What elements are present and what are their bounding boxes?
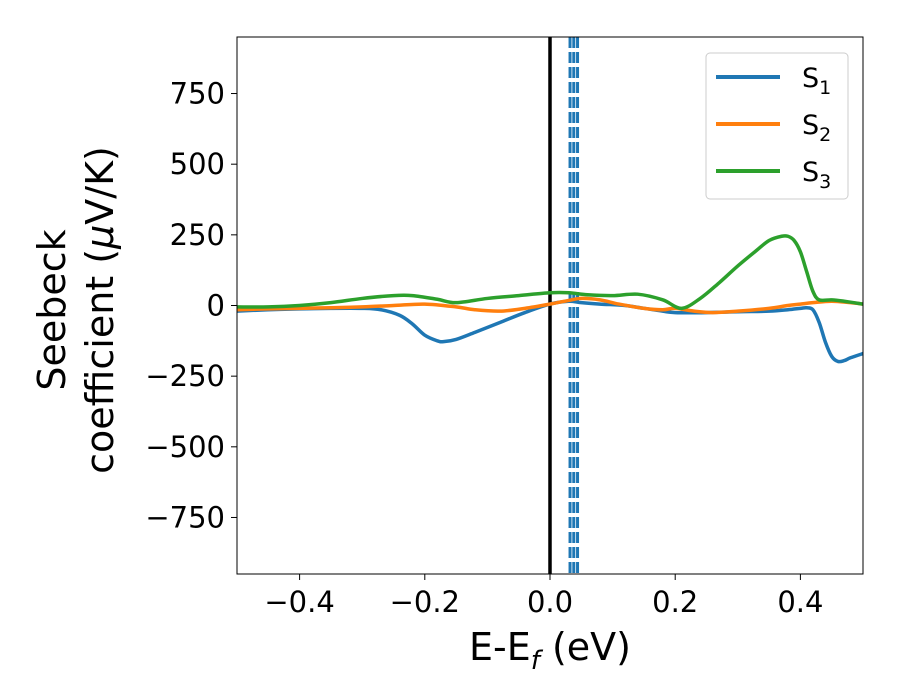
legend-label-s1: S1 (802, 63, 831, 99)
x-tick-label: 0.0 (527, 585, 573, 619)
y-axis-title-post: V/K) (78, 146, 122, 225)
legend-label-s2-main: S (802, 110, 819, 141)
y-tick-label: 0 (207, 289, 225, 323)
x-tick-label: 0.2 (652, 585, 698, 619)
x-tick-label: 0.4 (777, 585, 823, 619)
x-axis: −0.4 −0.2 0.0 0.2 0.4 (264, 574, 823, 619)
series-line-s3 (237, 233, 863, 311)
y-tick-label: −750 (145, 500, 225, 534)
y-tick-label: −500 (145, 430, 225, 464)
y-axis: 750 500 250 0 −250 −500 −750 (145, 77, 237, 534)
x-tick-label: −0.4 (264, 585, 334, 619)
legend-label-s3: S3 (802, 157, 831, 193)
x-axis-title: E-Ef (eV) (469, 625, 631, 676)
x-axis-title-main: E-E (469, 625, 531, 669)
y-tick-label: 500 (170, 147, 225, 181)
y-axis-title-line2: coefficient (μV/K) (78, 146, 122, 474)
y-tick-label: 750 (170, 77, 225, 111)
reference-lines (548, 37, 580, 574)
legend-label-s1-sub: 1 (819, 77, 831, 99)
y-tick-label: 250 (170, 218, 225, 252)
legend-label-s1-main: S (802, 63, 819, 94)
series-layer (237, 233, 863, 364)
y-axis-title-mu: μ (78, 225, 122, 250)
legend-label-s2-sub: 2 (819, 124, 831, 146)
x-tick-label: −0.2 (390, 585, 460, 619)
series-line-s2 (237, 296, 863, 315)
y-axis-title-line1: Seebeck (30, 229, 74, 390)
legend-label-s2: S2 (802, 110, 831, 146)
legend-label-s3-main: S (802, 157, 819, 188)
legend-label-s3-sub: 3 (819, 171, 831, 193)
series-line-s1 (237, 299, 863, 364)
x-axis-title-unit: (eV) (540, 625, 631, 669)
y-axis-title: Seebeck coefficient (μV/K) (30, 146, 122, 474)
y-tick-label: −250 (145, 359, 225, 393)
legend: S1 S2 S3 (705, 52, 849, 200)
y-axis-title-pre: coefficient ( (78, 249, 122, 474)
